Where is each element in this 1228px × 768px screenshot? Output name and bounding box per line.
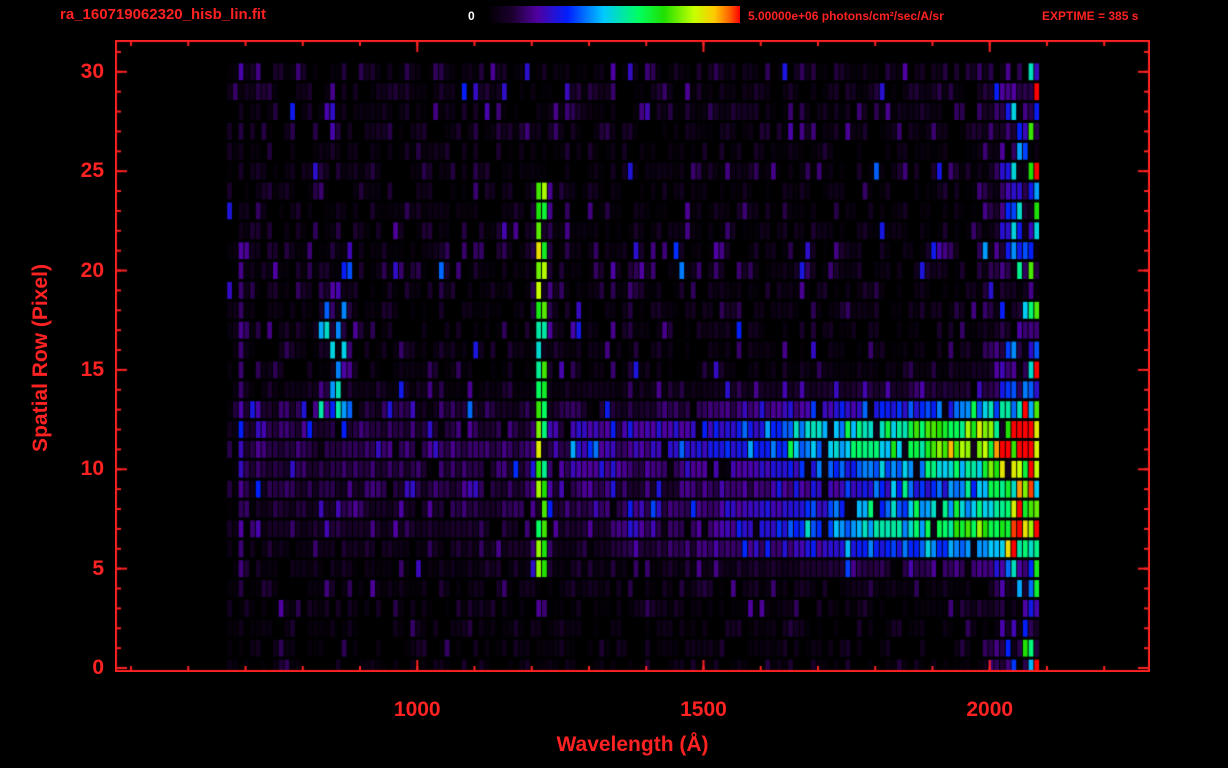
colorbar-gradient bbox=[487, 6, 740, 23]
file-title: ra_160719062320_hisb_lin.fit bbox=[60, 6, 266, 23]
colorbar-min-label: 0 bbox=[468, 9, 475, 23]
y-tick-label: 0 bbox=[92, 656, 104, 680]
y-axis-title: Spatial Row (Pixel) bbox=[29, 264, 52, 452]
x-tick-label: 1500 bbox=[680, 698, 727, 721]
x-tick-label: 1000 bbox=[393, 698, 441, 721]
x-tick-label: 2000 bbox=[966, 698, 1014, 721]
y-tick-label: 30 bbox=[80, 59, 104, 83]
y-tick-label: 5 bbox=[92, 556, 104, 580]
y-tick-label: 25 bbox=[80, 159, 104, 183]
colorbar-max-label: 5.00000e+06 photons/cm²/sec/A/sr bbox=[748, 9, 944, 23]
y-tick-label: 15 bbox=[80, 357, 104, 381]
spectrogram-heatmap bbox=[115, 40, 1150, 672]
exptime-label: EXPTIME = 385 s bbox=[1042, 9, 1139, 23]
y-tick-label: 20 bbox=[80, 258, 104, 282]
x-axis-title: Wavelength (Å) bbox=[556, 733, 709, 756]
y-tick-label: 10 bbox=[80, 457, 104, 481]
